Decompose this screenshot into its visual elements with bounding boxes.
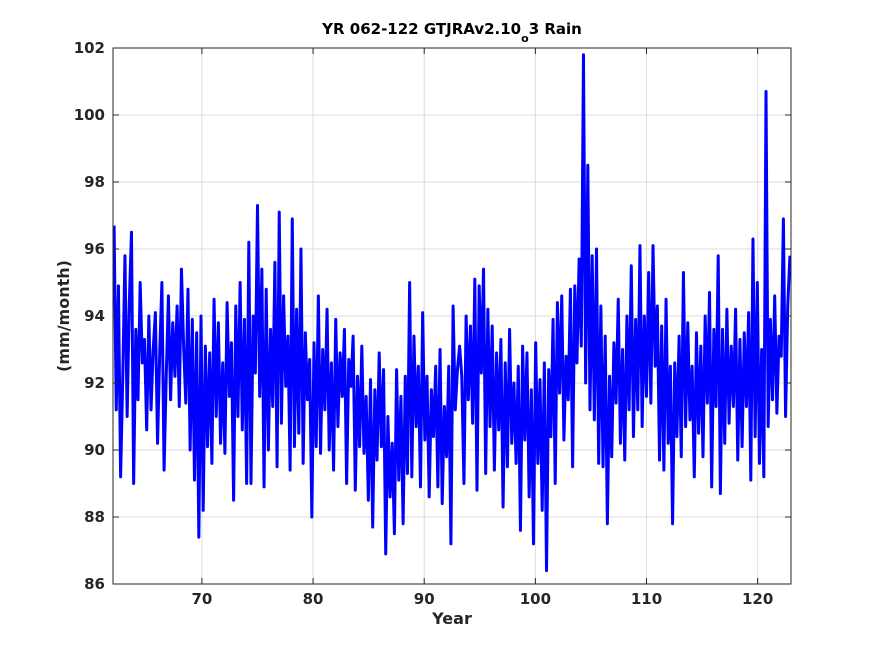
x-tick-label: 120 xyxy=(742,590,773,608)
title-end: 3 Rain xyxy=(529,20,582,38)
y-axis-label: (mm/month) xyxy=(54,260,73,372)
y-tick-label: 86 xyxy=(84,575,105,593)
title-subscript: o xyxy=(521,32,529,45)
series-line xyxy=(112,53,792,573)
x-tick-label: 70 xyxy=(191,590,212,608)
y-tick-label: 90 xyxy=(84,441,105,459)
x-tick-label: 100 xyxy=(520,590,551,608)
y-tick-label: 100 xyxy=(74,106,105,124)
y-tick-label: 94 xyxy=(84,307,105,325)
y-tick-label: 98 xyxy=(84,173,105,191)
y-tick-label: 88 xyxy=(84,508,105,526)
title-main: YR 062-122 GTJRAv2.10 xyxy=(321,20,521,38)
y-tick-label: 102 xyxy=(74,39,105,57)
y-tick-label: 96 xyxy=(84,240,105,258)
y-tick-label: 92 xyxy=(84,374,105,392)
x-axis-label: Year xyxy=(431,609,472,628)
chart-title: YR 062-122 GTJRAv2.10o3 Rain xyxy=(321,20,582,45)
x-tick-label: 90 xyxy=(414,590,435,608)
x-tick-label: 80 xyxy=(303,590,324,608)
ticks: 70 80 90 100 110 120 86 88 90 92 94 96 98 100 102 xyxy=(74,39,791,608)
x-tick-label: 110 xyxy=(631,590,662,608)
series-layer xyxy=(112,53,792,573)
